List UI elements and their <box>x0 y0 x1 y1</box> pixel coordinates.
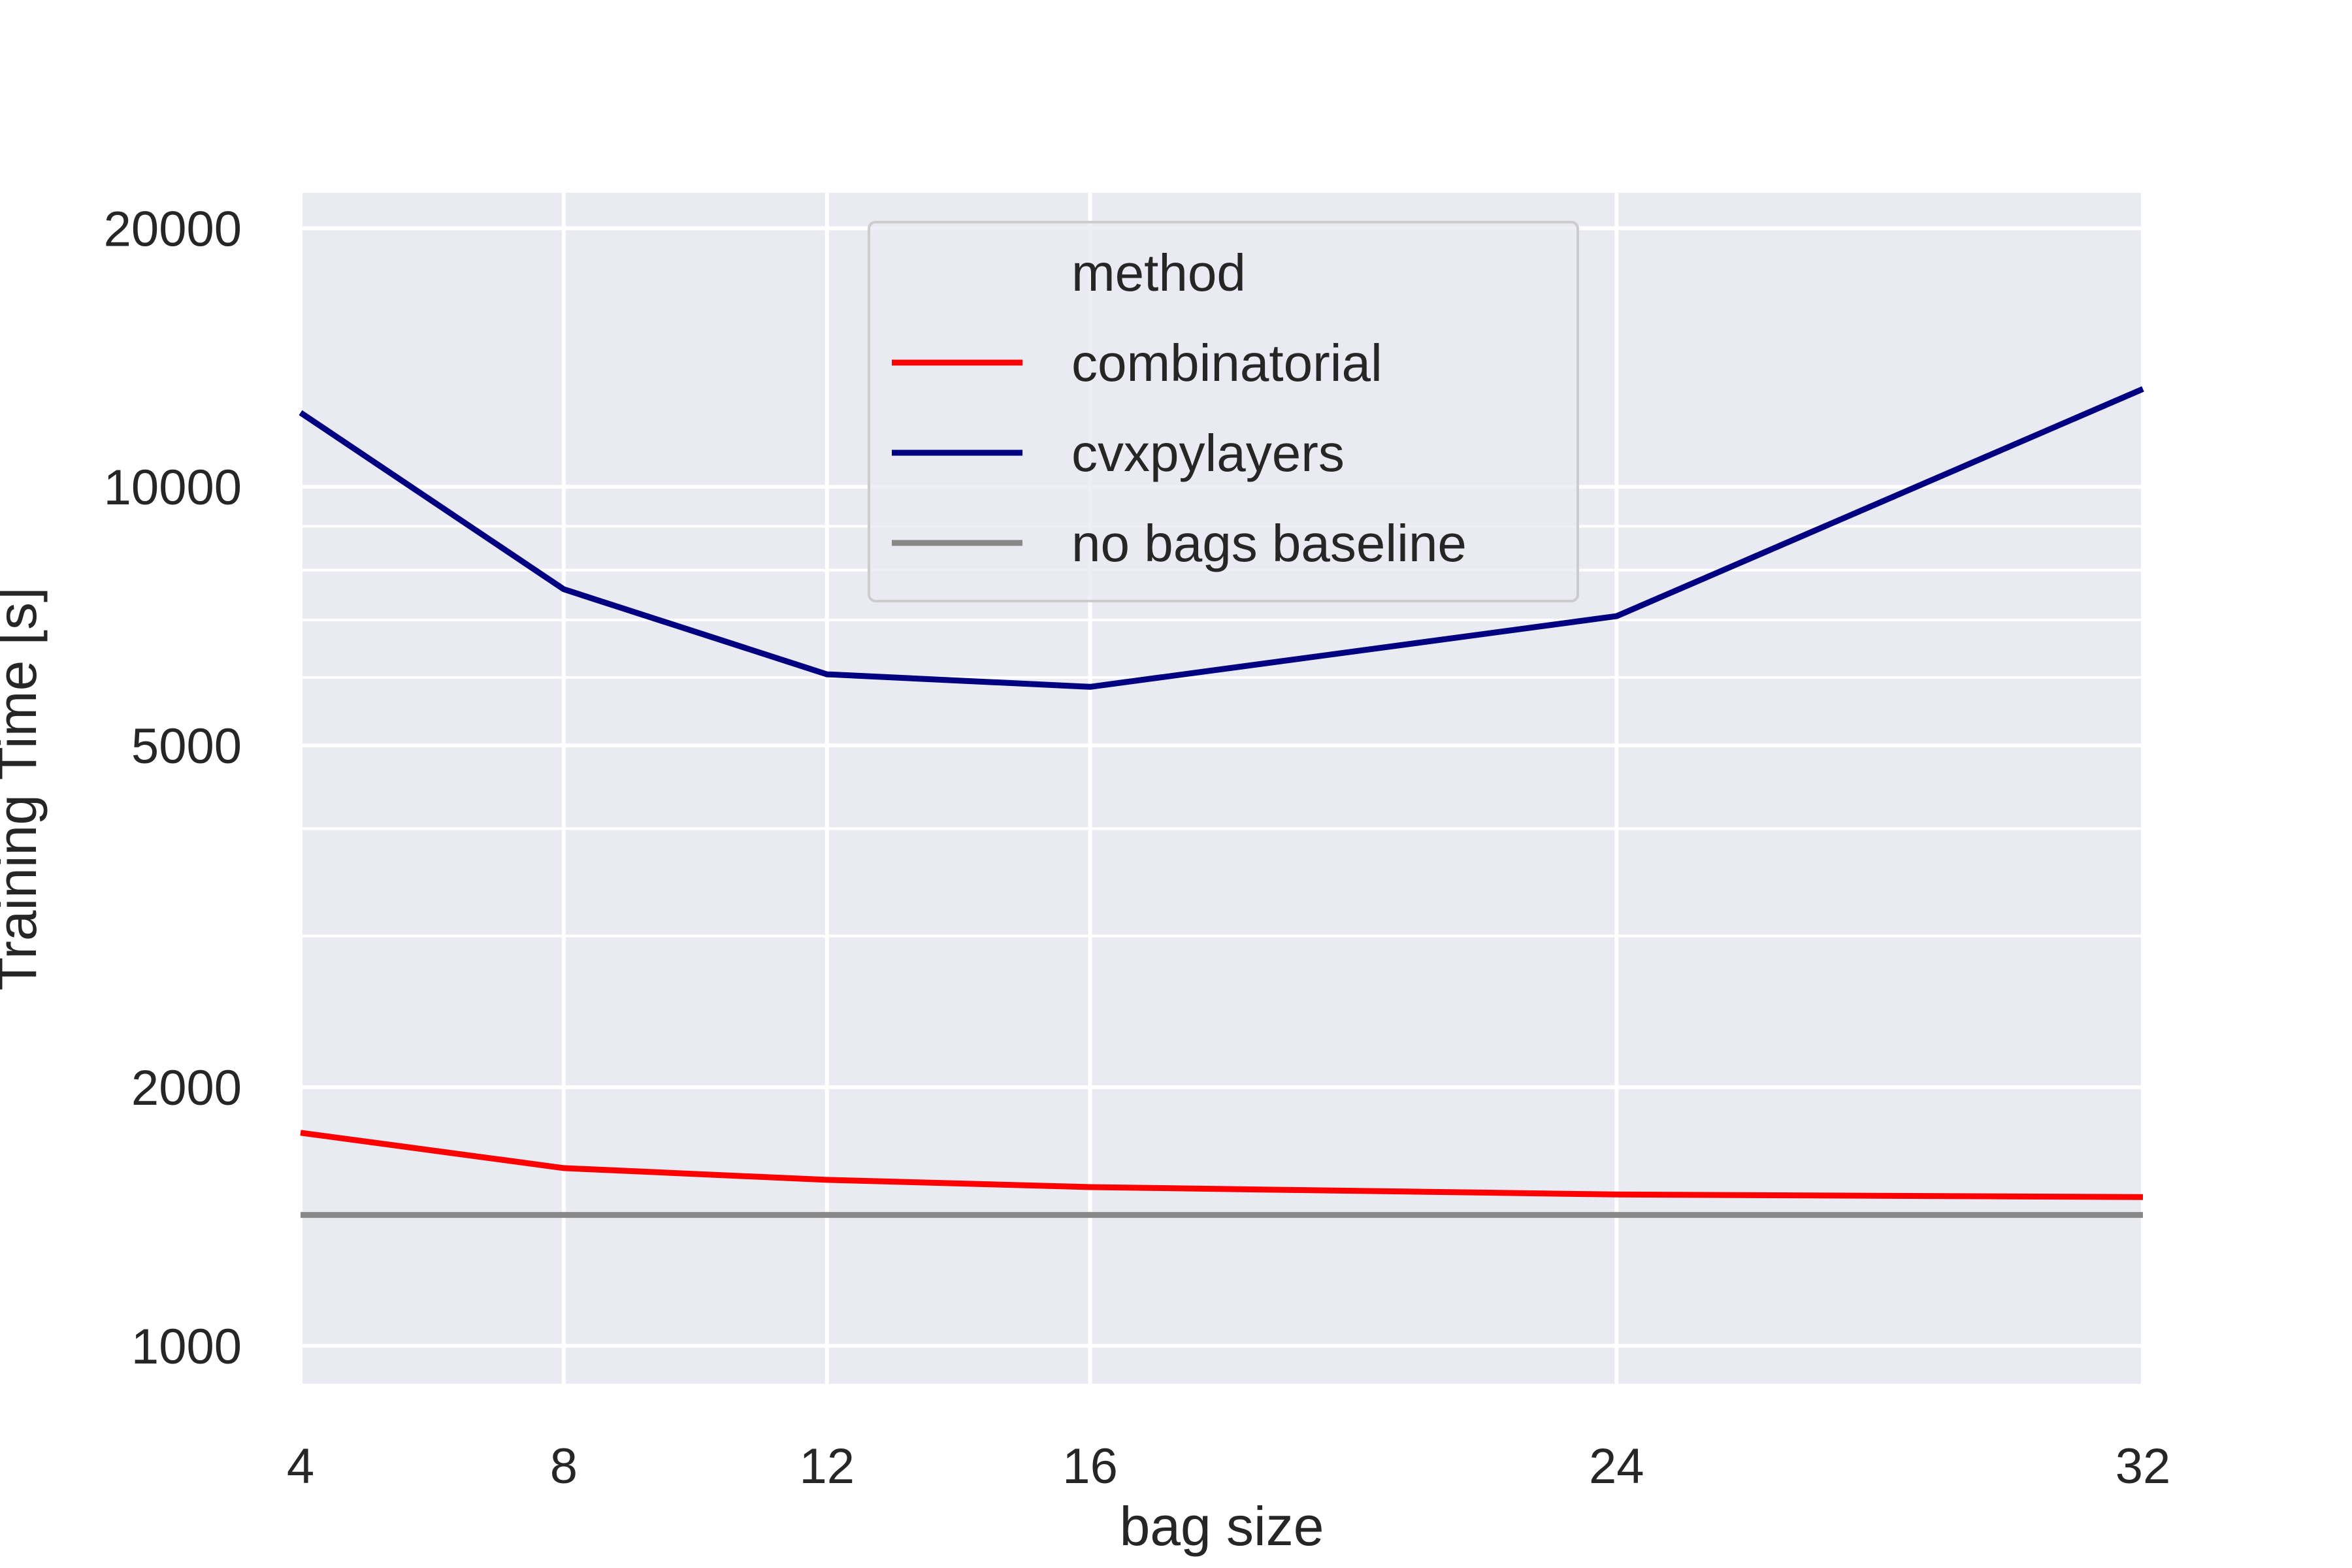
series-line-cvxpylayers <box>299 386 2144 690</box>
y-axis-label: Training Time [s] <box>0 587 48 991</box>
tick-labels: 4 8 12 16 24 32 1000 2000 5000 10000 20000 <box>104 201 2171 1494</box>
legend-label: cvxpylayers <box>1071 424 1345 482</box>
y-tick-label: 1000 <box>131 1319 242 1375</box>
x-axis-label: bag size <box>1120 1495 1324 1557</box>
x-tick-label: 32 <box>2115 1439 2171 1494</box>
y-tick-label: 5000 <box>131 719 242 774</box>
legend-title: method <box>1071 244 1246 302</box>
legend-label: no bags baseline <box>1071 514 1467 572</box>
legend-label: combinatorial <box>1071 334 1382 392</box>
x-tick-label: 12 <box>799 1439 855 1494</box>
x-tick-label: 8 <box>550 1439 578 1494</box>
legend: method combinatorial cvxpylayers no bags b… <box>868 221 1579 602</box>
y-tick-label: 20000 <box>104 201 242 257</box>
x-tick-label: 16 <box>1062 1439 1118 1494</box>
legend-box <box>868 221 1579 602</box>
y-tick-label: 2000 <box>131 1060 242 1116</box>
series-lines <box>299 386 2144 1218</box>
series-line-combinatorial <box>300 1130 2144 1200</box>
x-tick-label: 4 <box>287 1439 314 1494</box>
y-tick-label: 10000 <box>104 460 242 515</box>
x-tick-label: 24 <box>1589 1439 1644 1494</box>
